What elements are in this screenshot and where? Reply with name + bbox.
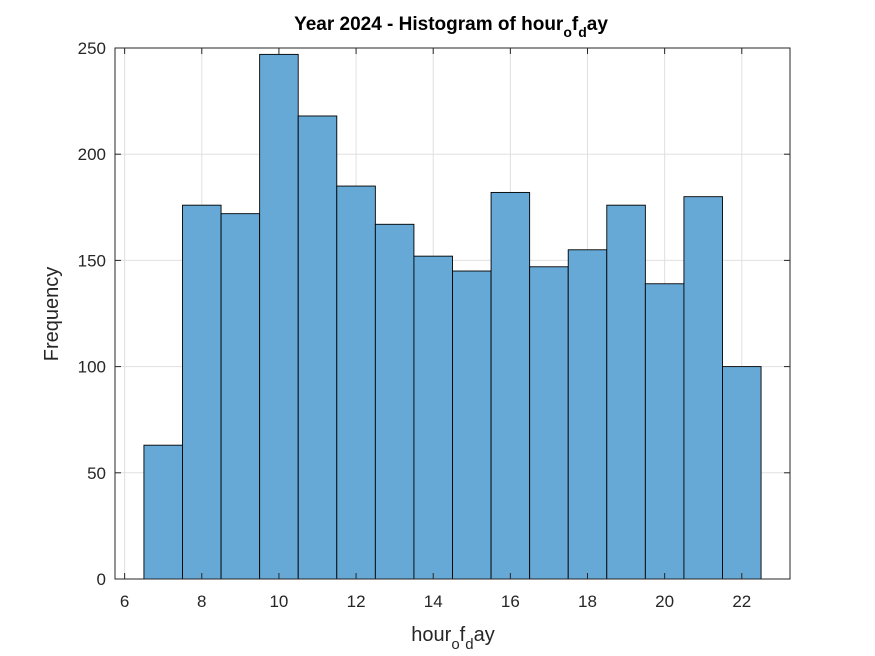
histogram-bar bbox=[606, 204, 646, 580]
y-tick-label: 0 bbox=[97, 570, 106, 589]
histogram-bar bbox=[529, 266, 569, 580]
histogram-bar bbox=[452, 270, 492, 580]
y-axis-label: Frequency bbox=[41, 267, 63, 362]
histogram-bar bbox=[722, 366, 762, 580]
x-tick-label: 10 bbox=[269, 592, 288, 611]
chart-title: Year 2024 - Histogram of hourofday bbox=[294, 14, 608, 40]
histogram-bar bbox=[683, 196, 723, 580]
histogram-bar bbox=[567, 249, 608, 580]
histogram-bar bbox=[490, 191, 531, 580]
histogram-bar bbox=[413, 255, 453, 580]
histogram-bar bbox=[297, 115, 338, 580]
x-tick-label: 22 bbox=[732, 592, 751, 611]
histogram-bar bbox=[182, 204, 222, 580]
x-tick-label: 20 bbox=[655, 592, 674, 611]
y-tick-label: 250 bbox=[78, 39, 106, 58]
x-axis-label: hourofday bbox=[411, 624, 494, 653]
histogram-bar bbox=[259, 53, 299, 580]
y-tick-label: 50 bbox=[87, 464, 106, 483]
y-tick-label: 150 bbox=[78, 251, 106, 270]
histogram-bar bbox=[644, 283, 685, 580]
x-tick-label: 8 bbox=[197, 592, 206, 611]
x-tick-label: 18 bbox=[578, 592, 597, 611]
axis-ticks: 6 8 10 12 14 16 18 20 22 0 50 100 150 200 250 bbox=[78, 39, 790, 611]
y-tick-label: 200 bbox=[78, 145, 106, 164]
x-tick-label: 6 bbox=[120, 592, 129, 611]
histogram-bar bbox=[143, 444, 183, 580]
x-tick-label: 12 bbox=[347, 592, 366, 611]
axes-box bbox=[114, 47, 791, 580]
histogram-bar bbox=[220, 213, 261, 580]
histogram-bar bbox=[336, 185, 376, 580]
x-tick-label: 16 bbox=[501, 592, 520, 611]
x-tick-label: 14 bbox=[424, 592, 443, 611]
histogram-bars bbox=[143, 53, 762, 580]
y-tick-label: 100 bbox=[78, 358, 106, 377]
histogram-bar bbox=[374, 223, 415, 580]
